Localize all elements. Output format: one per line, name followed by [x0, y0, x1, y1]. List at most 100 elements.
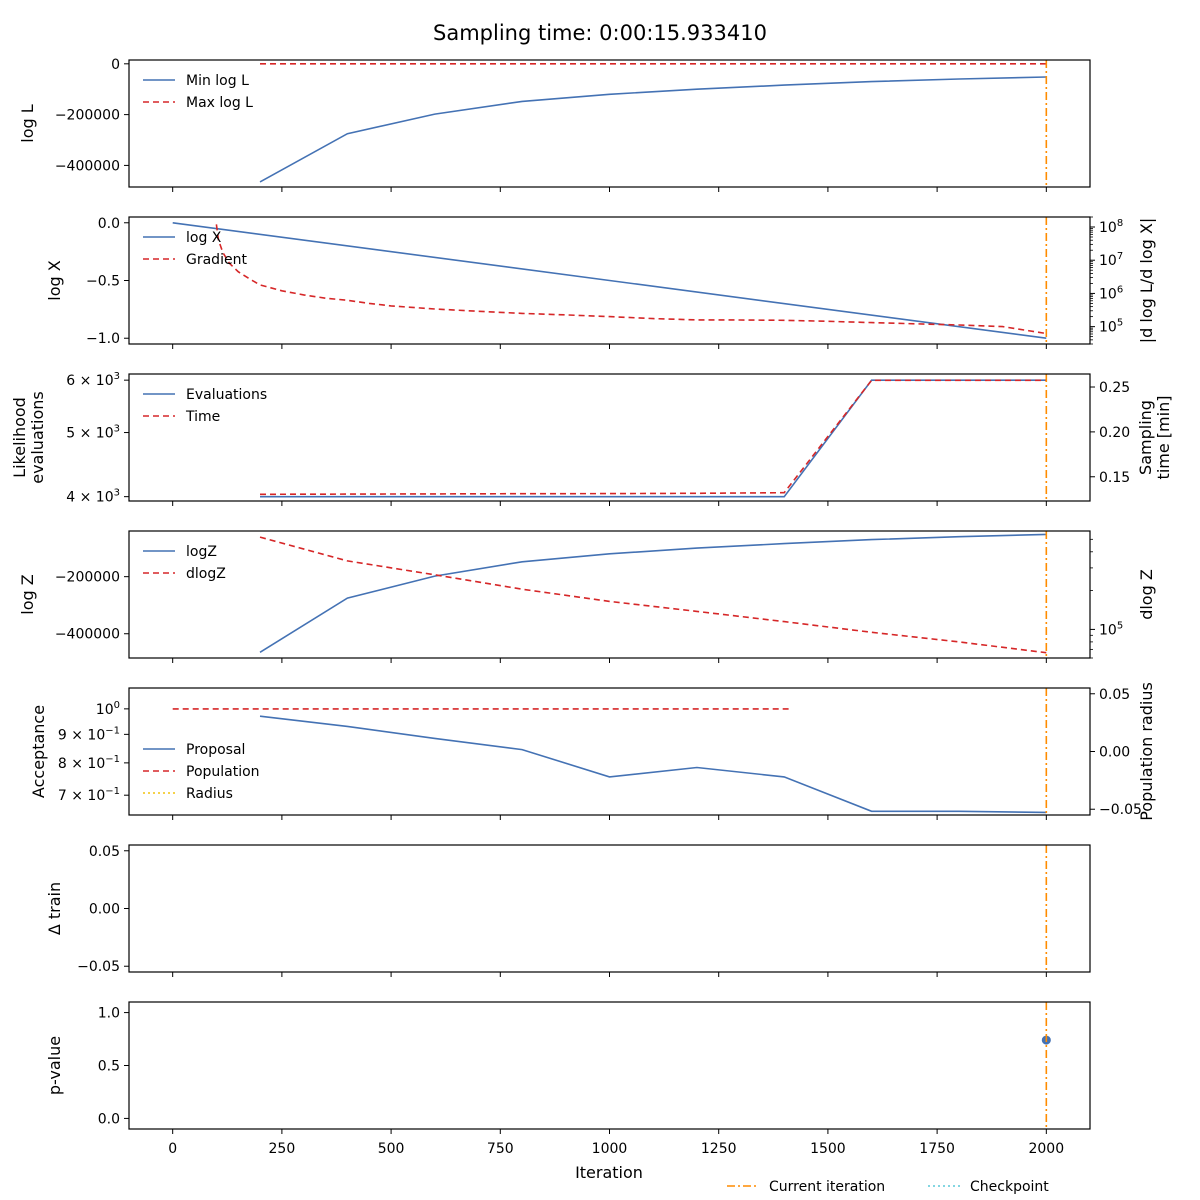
right-axis-label: |d log L/d log X|	[1137, 218, 1156, 343]
y-tick-label: −200000	[55, 108, 120, 124]
right-axis-label-line: |d log L/d log X|	[1137, 218, 1156, 343]
y-tick-label: 5 × 103	[66, 424, 120, 442]
panel-frame	[128, 1001, 1091, 1130]
x-tick-label: 2000	[1028, 1141, 1064, 1157]
y-axis-label-line: Acceptance	[29, 705, 48, 798]
y-axis-label-line: log Z	[18, 574, 37, 614]
y-tick-label: −1.0	[86, 331, 120, 347]
panel-evals: 6 × 103 5 × 103 4 × 103 0.15 0.20 0.25 Likelih…	[10, 371, 1173, 506]
series-line-min-log-l	[259, 76, 1047, 183]
panel-series-group	[259, 533, 1047, 654]
right-axis-label-line: Population radius	[1137, 682, 1156, 821]
x-tick-label: 1750	[919, 1141, 955, 1157]
x-tick-label: 1000	[592, 1141, 628, 1157]
legend-label: log X	[186, 230, 222, 246]
y-axis-label: log L	[18, 104, 37, 142]
right-tick-label: 108	[1099, 218, 1123, 236]
y-axis-label: Δ train	[45, 882, 64, 935]
panel-series-group	[259, 62, 1047, 183]
y-axis-label-line: p-value	[45, 1036, 64, 1095]
y-tick-label: −400000	[55, 158, 120, 174]
right-axis-label-line: time [min]	[1154, 396, 1173, 480]
y-tick-label: 0.00	[89, 902, 120, 918]
legend-label: Population	[186, 764, 260, 780]
x-tick-label: 250	[269, 1141, 296, 1157]
right-axis-label-line: Sampling	[1136, 400, 1155, 475]
y-axis-label: p-value	[45, 1036, 64, 1095]
series-line-dlogz	[259, 536, 1047, 654]
series-line-gradient	[215, 224, 1047, 335]
y-tick-label: 0.0	[98, 1111, 120, 1127]
y-tick-label: 100	[96, 700, 120, 718]
y-axis-label-line: evaluations	[28, 391, 47, 484]
legend-label: Gradient	[186, 252, 247, 268]
x-tick-label: 500	[378, 1141, 405, 1157]
y-tick-label: −0.05	[77, 959, 120, 975]
legend-label: Max log L	[186, 95, 253, 111]
panel-logl: 0 −200000 −400000 log L Min log L Max log L	[18, 57, 1091, 192]
series-line-evaluations	[260, 379, 1047, 498]
panel-series-group	[259, 379, 1047, 498]
right-axis-label: Population radius	[1137, 682, 1156, 821]
right-tick-label: 0.05	[1099, 687, 1130, 703]
series-line-time	[259, 379, 1047, 496]
y-tick-label: 9 × 10−1	[58, 725, 120, 743]
y-axis-label-line: Likelihood	[10, 397, 29, 478]
figure-title: Sampling time: 0:00:15.933410	[433, 21, 767, 45]
panel-series-group	[172, 222, 1047, 339]
panel-acceptance: 100 9 × 10−1 8 × 10−1 7 × 10−1 0.05 0.00 −0.05…	[29, 682, 1156, 821]
legend-label: Proposal	[186, 742, 245, 758]
right-tick-label: 0.25	[1099, 380, 1130, 396]
right-axis-label-line: dlog Z	[1137, 569, 1156, 620]
x-axis-label: Iteration	[575, 1163, 643, 1182]
y-tick-label: 0.0	[98, 216, 120, 232]
legend-label: Radius	[186, 786, 233, 802]
y-tick-label: 7 × 10−1	[58, 786, 120, 804]
figure-legend-label: Current iteration	[769, 1179, 885, 1195]
legend-label: Time	[185, 409, 220, 425]
right-tick-label: 0.20	[1099, 425, 1130, 441]
series-line-log-x	[172, 222, 1047, 339]
y-axis-label: Likelihoodevaluations	[10, 391, 47, 484]
panel-logx: 0.0 −0.5 −1.0 105 106 107 108 log X |d log L/d l…	[45, 216, 1156, 349]
y-axis-label-line: log L	[18, 104, 37, 142]
y-axis-label: Acceptance	[29, 705, 48, 798]
panel-frame	[128, 687, 1091, 816]
right-tick-label: 105	[1099, 620, 1123, 638]
right-tick-label: 105	[1099, 318, 1123, 336]
right-tick-label: −0.05	[1099, 802, 1142, 818]
y-tick-label: −200000	[55, 570, 120, 586]
right-axis-label: dlog Z	[1137, 569, 1156, 620]
legend-label: Evaluations	[186, 387, 267, 403]
series-line-proposal	[259, 715, 1047, 814]
right-tick-label: 107	[1099, 251, 1123, 269]
y-axis-label: log X	[45, 260, 64, 300]
panel-frame	[128, 373, 1091, 502]
panel-series-group	[172, 708, 1047, 814]
y-tick-label: 4 × 103	[66, 488, 120, 506]
y-tick-label: 1.0	[98, 1006, 120, 1022]
right-tick-label: 0.15	[1099, 470, 1130, 486]
figure-legend: Current iteration Checkpoint	[727, 1179, 1049, 1195]
series-line-logz	[259, 533, 1047, 653]
y-axis-label: log Z	[18, 574, 37, 614]
x-tick-label: 750	[487, 1141, 514, 1157]
panel-logz: −200000 −400000 105 log Z dlog Z logZ dlogZ	[18, 530, 1156, 663]
legend-label: Min log L	[186, 73, 249, 89]
panel-dtrain: 0.05 0.00 −0.05 Δ train	[45, 844, 1091, 977]
x-tick-label: 1500	[810, 1141, 846, 1157]
panel-frame	[128, 844, 1091, 973]
y-axis-label-line: log X	[45, 260, 64, 300]
y-tick-label: 0	[111, 57, 120, 73]
x-tick-label: 1250	[701, 1141, 737, 1157]
legend-label: logZ	[186, 544, 217, 560]
figure-legend-label: Checkpoint	[970, 1179, 1049, 1195]
panel-pvalue: 0 250 500 750 1000 1250 1500 1750 2000 1.0 0.5 0.0 p…	[45, 1001, 1091, 1157]
y-tick-label: 0.05	[89, 844, 120, 860]
x-tick-label: 0	[168, 1141, 177, 1157]
y-tick-label: 6 × 103	[66, 371, 120, 389]
right-tick-label: 0.00	[1099, 745, 1130, 761]
y-axis-label-line: Δ train	[45, 882, 64, 935]
y-tick-label: 0.5	[98, 1059, 120, 1075]
